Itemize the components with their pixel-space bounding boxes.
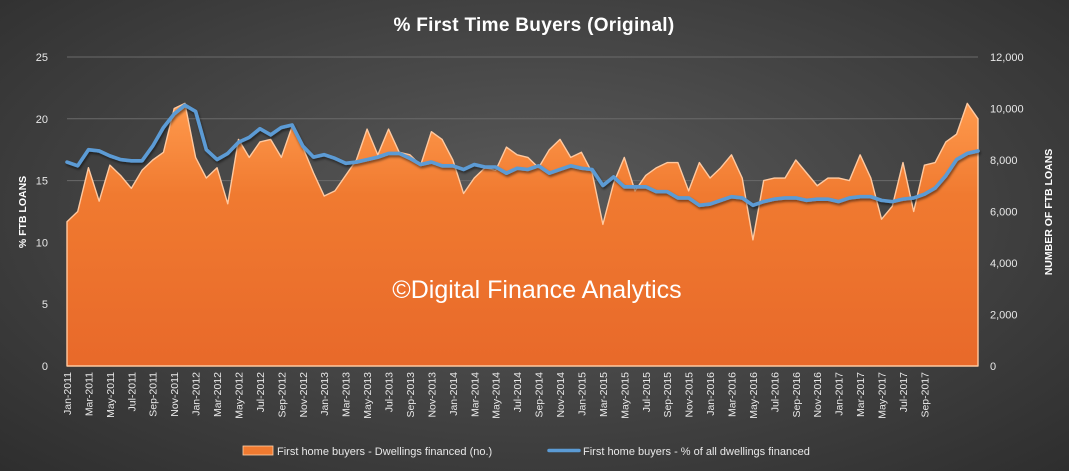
x-axis-tick-label: Mar-2012 <box>212 372 224 417</box>
x-axis-tick-label: Jan-2012 <box>191 372 203 416</box>
x-axis-tick-label: Mar-2017 <box>855 372 867 417</box>
x-axis-tick-label: Mar-2011 <box>83 372 95 416</box>
legend-label-line: First home buyers - % of all dwellings f… <box>583 446 810 458</box>
x-axis-tick-label: Sep-2016 <box>791 372 803 418</box>
left-axis-tick-label: 0 <box>42 361 48 373</box>
x-axis-tick-label: Jul-2017 <box>898 372 910 412</box>
legend-label-area: First home buyers - Dwellings financed (… <box>277 446 492 458</box>
x-axis-tick-label: May-2017 <box>877 372 889 419</box>
x-axis-tick-label: Jul-2015 <box>641 372 653 412</box>
x-axis-tick-label: May-2015 <box>619 372 631 419</box>
x-axis-tick-label: Jan-2011 <box>62 372 74 415</box>
x-axis-tick-label: Jul-2011 <box>126 372 138 412</box>
right-axis-tick-label: 4,000 <box>990 258 1018 270</box>
line-series-pct-dwellings <box>65 103 980 208</box>
x-axis-tick-label: Mar-2016 <box>726 372 738 417</box>
area-series-dwellings-financed <box>66 102 979 367</box>
x-axis-tick-label: May-2016 <box>748 372 760 419</box>
x-axis-tick-label: Sep-2017 <box>919 372 931 418</box>
right-axis-ticks: 0 2,000 4,000 6,000 8,000 10,000 12,000 <box>990 52 1024 373</box>
x-axis-tick-label: Nov-2015 <box>684 372 696 418</box>
x-axis-tick-label: Jan-2015 <box>576 372 588 416</box>
x-axis-tick-label: Jan-2014 <box>448 372 460 416</box>
x-axis-tick-label: Mar-2013 <box>341 372 353 417</box>
right-axis-tick-label: 2,000 <box>990 310 1018 322</box>
left-axis-tick-label: 15 <box>36 176 48 188</box>
right-axis-title: NUMBER OF FTB LOANS <box>1043 149 1055 276</box>
left-axis-tick-label: 10 <box>36 237 48 249</box>
right-axis-tick-label: 10,000 <box>990 104 1024 116</box>
x-axis-tick-label: Sep-2014 <box>534 372 546 418</box>
right-axis-tick-label: 0 <box>990 361 996 373</box>
x-axis-tick-label: Nov-2016 <box>812 372 824 418</box>
x-axis-tick-label: Jul-2013 <box>384 372 396 412</box>
x-axis-tick-label: Mar-2015 <box>598 372 610 417</box>
x-axis-tick-label: Nov-2012 <box>298 372 310 418</box>
x-axis-tick-label: Sep-2011 <box>148 372 160 417</box>
x-axis-tick-label: Jul-2014 <box>512 372 524 412</box>
x-axis-tick-label: May-2014 <box>491 372 503 419</box>
x-axis-tick-label: Sep-2015 <box>662 372 674 418</box>
area-series-layer <box>66 102 979 367</box>
x-axis-tick-label: Nov-2011 <box>169 372 181 417</box>
x-axis-tick-label: Jul-2016 <box>769 372 781 412</box>
left-axis-tick-label: 25 <box>36 52 48 64</box>
left-axis-tick-label: 20 <box>36 114 48 126</box>
line-series-layer <box>65 103 980 208</box>
x-axis-tick-label: May-2012 <box>233 372 245 419</box>
x-axis-tick-label: Nov-2014 <box>555 372 567 418</box>
x-axis-tick-label: May-2011 <box>105 372 117 418</box>
left-axis-ticks: 0 5 10 15 20 25 <box>36 52 48 373</box>
x-axis-tick-label: Jan-2016 <box>705 372 717 416</box>
watermark-text: ©Digital Finance Analytics <box>392 276 681 304</box>
x-axis-ticks: Jan-2011 Mar-2011 May-2011 Jul-2011 Sep-2011… <box>62 372 931 419</box>
legend: First home buyers - Dwellings financed (… <box>242 445 810 458</box>
x-axis-tick-label: Sep-2013 <box>405 372 417 418</box>
right-axis-tick-label: 8,000 <box>990 155 1018 167</box>
left-axis-tick-label: 5 <box>42 299 48 311</box>
x-axis-tick-label: Jan-2013 <box>319 372 331 416</box>
right-axis-tick-label: 6,000 <box>990 207 1018 219</box>
x-axis-tick-label: Jul-2012 <box>255 372 267 412</box>
x-axis-tick-label: Mar-2014 <box>469 372 481 417</box>
right-axis-tick-label: 12,000 <box>990 52 1024 64</box>
x-axis-tick-label: Nov-2013 <box>426 372 438 418</box>
x-axis-tick-label: Jan-2017 <box>834 372 846 416</box>
legend-swatch-area <box>242 445 274 456</box>
x-axis-tick-label: Sep-2012 <box>276 372 288 418</box>
chart-title: % First Time Buyers (Original) <box>393 15 674 36</box>
x-axis-tick-label: May-2013 <box>362 372 374 419</box>
left-axis-title: % FTB LOANS <box>17 176 29 248</box>
